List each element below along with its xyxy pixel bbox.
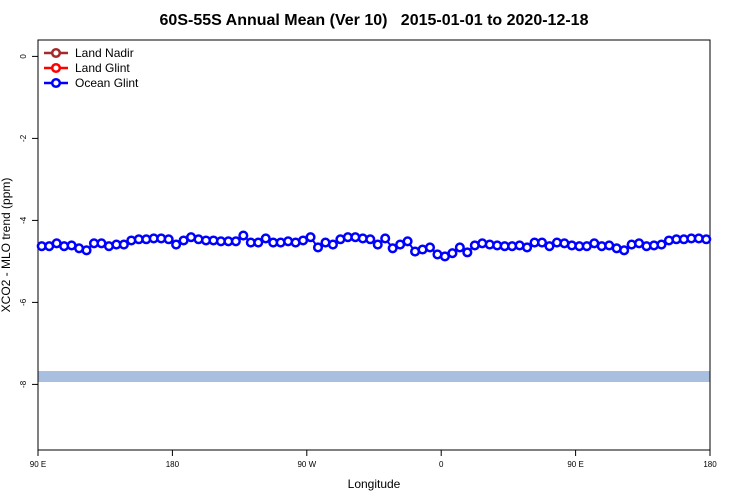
data-point [305,232,316,243]
data-point [424,242,436,253]
x-tick-label: 180 [166,460,180,469]
y-tick-label: -6 [19,298,28,306]
x-tick-label: 90 E [30,460,46,469]
data-point [454,242,465,253]
x-tick-label: 90 E [567,460,583,469]
legend-marker [50,77,62,89]
data-point [118,239,129,250]
data-point [701,234,712,245]
x-tick-label: 90 W [297,460,316,469]
data-point [238,230,249,241]
data-point [81,245,92,256]
x-tick-label: 0 [439,460,444,469]
x-axis-label: Longitude [348,477,401,491]
data-point [544,241,555,252]
y-tick-label: -4 [19,216,28,224]
data-point [327,239,338,250]
data-point [387,243,398,254]
data-point [163,234,174,245]
data-point [171,239,182,250]
y-tick-label: -8 [19,380,28,388]
coverage-band [38,371,710,382]
data-point [365,234,376,245]
data-point [462,247,473,258]
data-point [536,237,548,248]
data-point [447,248,458,259]
y-tick-label: 0 [19,54,28,59]
x-tick-label: 180 [703,460,717,469]
data-point [230,236,241,247]
y-tick-label: -2 [19,134,28,142]
legend-label: Land Glint [75,61,130,75]
legend-label: Land Nadir [75,46,134,60]
legend-marker [50,47,62,59]
data-point [619,245,630,256]
y-axis-label: XCO2 - MLO trend (ppm) [0,178,13,313]
data-point [380,233,391,244]
data-point [522,242,533,253]
data-point [260,233,271,244]
data-point [372,239,383,250]
legend-marker [50,62,62,74]
data-point [312,242,324,253]
data-point [402,236,413,247]
data-point [253,237,264,248]
legend-label: Ocean Glint [75,76,139,90]
data-point [656,239,667,250]
chart-title: 60S-55S Annual Mean (Ver 10) 2015-01-01 … [160,12,589,29]
